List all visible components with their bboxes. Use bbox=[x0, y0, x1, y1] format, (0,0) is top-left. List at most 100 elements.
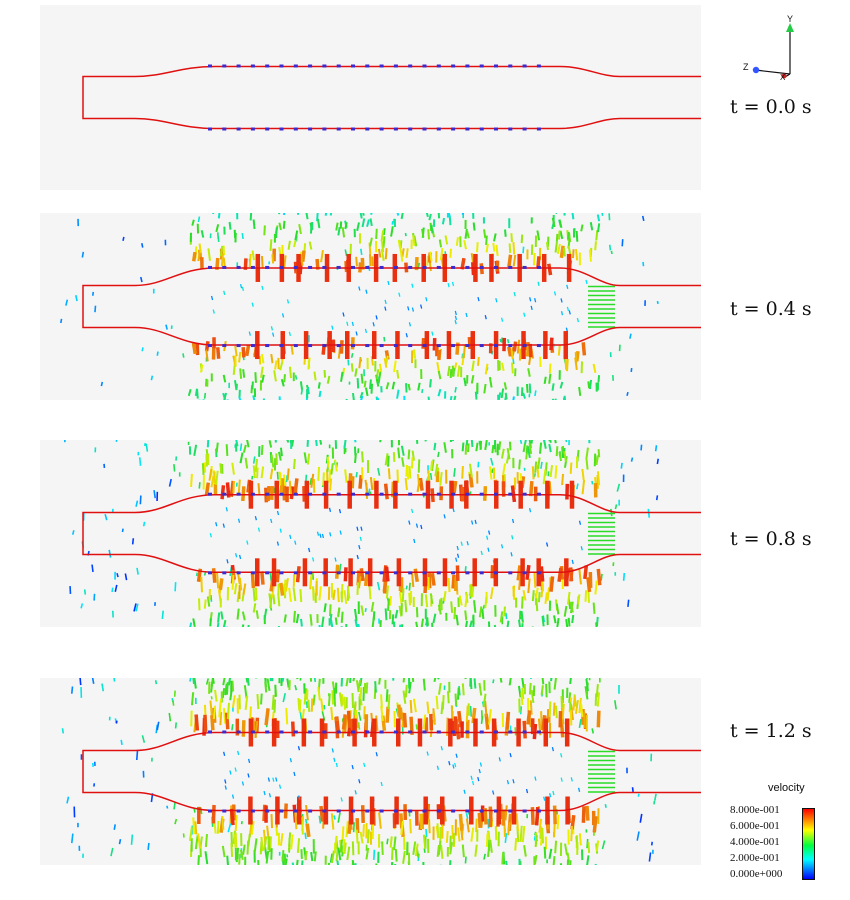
wall-marker bbox=[379, 127, 384, 131]
velocity-vector bbox=[350, 476, 355, 489]
velocity-vector bbox=[110, 847, 114, 857]
velocity-vector bbox=[463, 240, 467, 250]
velocity-vector bbox=[267, 777, 270, 782]
velocity-vector bbox=[429, 713, 434, 731]
wall-marker bbox=[365, 64, 370, 68]
velocity-vector bbox=[304, 850, 308, 861]
velocity-vector bbox=[456, 545, 459, 551]
velocity-vector bbox=[437, 604, 442, 615]
velocity-vector bbox=[555, 446, 559, 457]
velocity-vector bbox=[474, 519, 477, 525]
velocity-vector bbox=[469, 705, 473, 717]
velocity-vector bbox=[298, 223, 302, 235]
velocity-vector bbox=[639, 813, 643, 823]
velocity-vector bbox=[190, 692, 195, 706]
velocity-vector bbox=[242, 369, 246, 378]
velocity-vector bbox=[120, 739, 123, 746]
velocity-vector bbox=[223, 751, 226, 756]
velocity-vector bbox=[356, 222, 360, 232]
velocity-vector bbox=[200, 576, 203, 593]
velocity-vector bbox=[350, 352, 354, 358]
velocity-vector bbox=[398, 624, 402, 627]
velocity-vector bbox=[174, 722, 177, 729]
velocity-vector bbox=[404, 684, 408, 698]
y-axis-label: Y bbox=[787, 14, 793, 24]
velocity-vector bbox=[588, 249, 592, 262]
velocity-vector bbox=[566, 591, 571, 605]
velocity-vector bbox=[260, 571, 265, 585]
velocity-vector bbox=[329, 213, 333, 216]
velocity-vector bbox=[586, 577, 592, 593]
velocity-vector bbox=[569, 601, 574, 613]
velocity-vector bbox=[451, 281, 455, 287]
velocity-vector bbox=[449, 248, 452, 258]
velocity-vector bbox=[352, 678, 356, 682]
velocity-vector bbox=[222, 257, 226, 268]
velocity-vector bbox=[519, 440, 523, 444]
velocity-vector bbox=[364, 328, 368, 334]
velocity-vector bbox=[298, 699, 302, 713]
velocity-vector bbox=[251, 250, 255, 261]
velocity-vector bbox=[328, 507, 332, 512]
velocity-vector bbox=[522, 720, 527, 739]
velocity-vector bbox=[569, 678, 572, 685]
wall-marker bbox=[508, 730, 513, 734]
velocity-vector bbox=[512, 341, 518, 352]
velocity-vector bbox=[227, 678, 232, 686]
velocity-vector bbox=[460, 541, 463, 546]
velocity-vector bbox=[417, 459, 421, 473]
velocity-vector bbox=[519, 706, 523, 715]
velocity-vector bbox=[241, 233, 244, 239]
velocity-vector bbox=[493, 624, 497, 627]
velocity-vector bbox=[241, 781, 245, 786]
velocity-vector bbox=[358, 711, 362, 721]
wall-marker bbox=[265, 127, 270, 131]
velocity-vector bbox=[362, 824, 365, 837]
wall-marker bbox=[436, 265, 441, 269]
velocity-vector bbox=[199, 807, 203, 815]
velocity-vector bbox=[506, 780, 510, 785]
wall-marker bbox=[351, 809, 355, 813]
velocity-vector bbox=[505, 711, 511, 730]
velocity-vector bbox=[448, 760, 451, 766]
velocity-vector bbox=[566, 359, 569, 372]
velocity-vector bbox=[483, 853, 487, 860]
x-axis-arrow-icon bbox=[781, 73, 787, 79]
velocity-vector bbox=[488, 466, 493, 480]
velocity-vector bbox=[456, 553, 460, 558]
velocity-vector bbox=[451, 825, 454, 839]
velocity-vector bbox=[415, 724, 418, 730]
velocity-vector bbox=[252, 456, 256, 464]
velocity-vector bbox=[545, 542, 549, 547]
velocity-vector bbox=[503, 382, 508, 390]
velocity-vector bbox=[596, 223, 601, 233]
velocity-vector bbox=[60, 318, 63, 324]
velocity-vector bbox=[461, 466, 464, 479]
wall-marker bbox=[208, 127, 212, 131]
wall-marker bbox=[379, 265, 384, 269]
velocity-vector bbox=[335, 847, 339, 862]
velocity-vector bbox=[477, 812, 482, 828]
velocity-vector bbox=[290, 721, 296, 737]
velocity-vector bbox=[578, 697, 582, 714]
velocity-vector bbox=[571, 249, 575, 259]
velocity-vector bbox=[241, 486, 246, 502]
velocity-vector bbox=[305, 823, 311, 838]
velocity-vector bbox=[408, 520, 411, 525]
velocity-vector bbox=[211, 568, 217, 583]
velocity-vector bbox=[534, 297, 537, 303]
velocity-vector bbox=[380, 230, 385, 242]
wall-marker bbox=[365, 344, 370, 348]
velocity-vector bbox=[419, 813, 423, 828]
velocity-vector bbox=[156, 351, 159, 356]
velocity-vector bbox=[292, 587, 297, 602]
velocity-vector bbox=[543, 846, 547, 859]
velocity-vector bbox=[543, 796, 546, 801]
velocity-vector bbox=[552, 805, 557, 825]
velocity-vector bbox=[500, 317, 504, 322]
velocity-vector bbox=[267, 836, 271, 851]
velocity-vector bbox=[384, 299, 387, 305]
velocity-vector bbox=[528, 507, 532, 513]
wall-marker bbox=[393, 730, 398, 734]
velocity-vector bbox=[202, 399, 205, 400]
